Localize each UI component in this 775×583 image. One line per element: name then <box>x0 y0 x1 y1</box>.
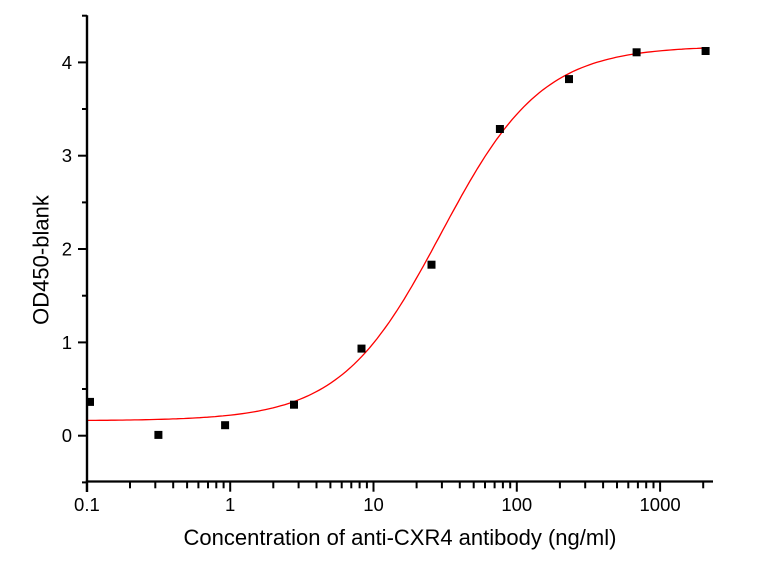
svg-text:3: 3 <box>62 145 72 166</box>
svg-text:100: 100 <box>501 494 532 515</box>
svg-text:0: 0 <box>62 425 72 446</box>
svg-text:Concentration of anti-CXR4 ant: Concentration of anti-CXR4 antibody (ng/… <box>184 525 617 550</box>
svg-text:1000: 1000 <box>640 494 681 515</box>
svg-text:2: 2 <box>62 238 72 259</box>
svg-text:10: 10 <box>363 494 384 515</box>
svg-text:0.1: 0.1 <box>74 494 100 515</box>
svg-text:OD450-blank: OD450-blank <box>29 194 54 325</box>
svg-text:1: 1 <box>225 494 235 515</box>
svg-text:1: 1 <box>62 332 72 353</box>
svg-text:4: 4 <box>62 52 72 73</box>
